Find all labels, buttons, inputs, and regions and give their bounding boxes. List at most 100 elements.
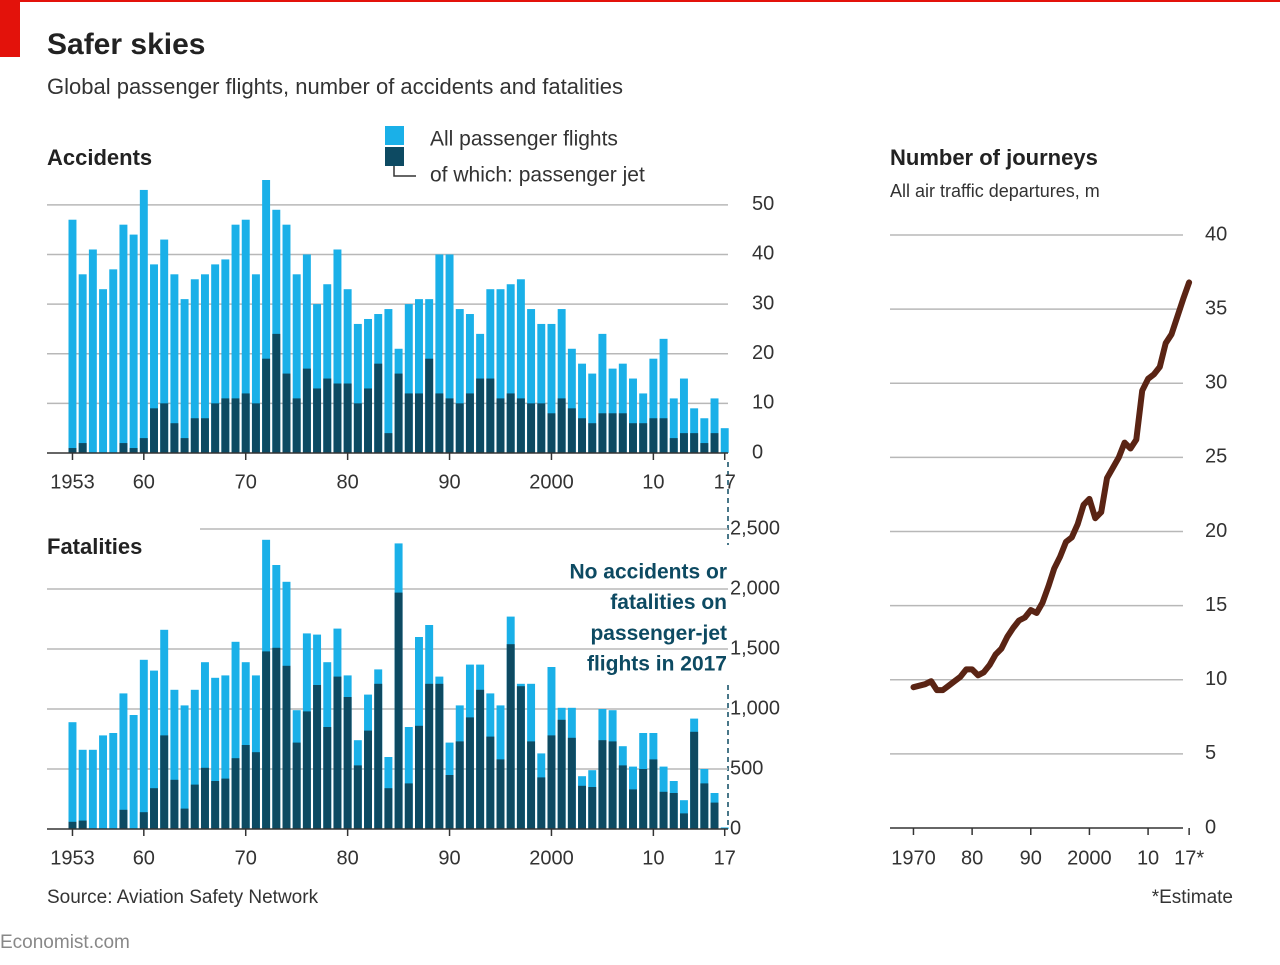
red-tab: [0, 0, 20, 57]
bar: [527, 403, 536, 453]
bar: [374, 363, 383, 453]
bar: [649, 759, 658, 829]
bar: [200, 274, 209, 453]
bar: [629, 378, 637, 453]
bar: [68, 821, 77, 829]
x-tick-label: 70: [235, 471, 257, 493]
bar: [679, 813, 688, 829]
bar: [272, 209, 281, 453]
bar: [200, 662, 209, 829]
bar: [78, 443, 87, 453]
bar: [241, 219, 250, 453]
bar: [190, 418, 199, 453]
bar: [262, 651, 271, 829]
y-tick-label: 0: [730, 817, 741, 839]
bar: [679, 378, 688, 453]
bar: [415, 299, 423, 453]
bar: [160, 735, 169, 829]
bar: [557, 309, 566, 453]
bar: [302, 368, 311, 453]
bar: [527, 309, 536, 453]
bar: [251, 752, 260, 829]
bar: [68, 219, 77, 453]
bar: [333, 249, 342, 453]
bar: [435, 683, 444, 829]
chart-title: Fatalities: [47, 534, 142, 559]
bar: [241, 393, 250, 453]
x-tick-label: 2000: [529, 471, 574, 493]
bar: [394, 373, 403, 453]
bar: [404, 304, 413, 453]
x-tick-label: 90: [438, 847, 460, 869]
bar: [690, 408, 699, 453]
bar: [445, 775, 454, 829]
bar: [323, 727, 332, 829]
bar: [516, 279, 525, 453]
bar: [180, 438, 189, 453]
bar: [567, 737, 576, 829]
bar: [659, 338, 668, 453]
bar: [190, 279, 199, 453]
bar: [394, 592, 403, 829]
x-tick-label: 17: [714, 847, 736, 869]
bar: [578, 785, 587, 829]
chart-subtitle: All air traffic departures, m: [890, 181, 1100, 201]
y-tick-label: 0: [1205, 816, 1216, 838]
x-tick-label: 90: [438, 471, 460, 493]
y-tick-label: 40: [752, 243, 774, 265]
x-tick-label: 1953: [50, 847, 95, 869]
bar: [598, 413, 607, 453]
bar: [435, 393, 444, 453]
bar: [496, 289, 505, 453]
bar: [404, 393, 413, 453]
bar: [649, 358, 658, 453]
bar: [465, 314, 474, 453]
bar: [221, 675, 230, 829]
bar: [262, 180, 271, 453]
legend-label: All passenger flights: [430, 128, 618, 151]
bar: [679, 433, 688, 453]
bar: [221, 398, 230, 453]
bar: [465, 393, 474, 453]
bar: [282, 373, 291, 453]
line: [910, 279, 1193, 694]
bar: [211, 781, 220, 829]
bar: [343, 697, 352, 829]
bar: [618, 413, 627, 453]
legend-swatch: [385, 126, 404, 145]
bar: [476, 689, 485, 829]
bar: [496, 759, 505, 829]
bar: [465, 717, 474, 829]
legend-connector: [393, 166, 416, 177]
bar: [537, 323, 546, 453]
x-tick-label: 60: [133, 847, 155, 869]
bar: [557, 398, 566, 453]
bar: [537, 777, 546, 829]
bar: [150, 670, 158, 829]
bar: [567, 348, 576, 453]
y-tick-label: 1,000: [730, 697, 780, 719]
bar: [404, 727, 413, 829]
y-tick-label: 2,000: [730, 577, 780, 599]
bar: [659, 418, 668, 453]
bar: [578, 418, 587, 453]
bar: [221, 778, 230, 829]
bar: [598, 333, 607, 453]
bar: [588, 787, 597, 829]
y-tick-label: 30: [752, 292, 774, 314]
bar: [129, 715, 138, 829]
x-tick-label: 10: [1137, 847, 1159, 869]
bar: [139, 438, 148, 453]
x-tick-label: 2000: [1067, 847, 1112, 869]
x-tick-label: 10: [642, 471, 664, 493]
bar: [700, 783, 709, 829]
annotation: fatalities on: [610, 591, 727, 614]
bar: [527, 741, 536, 829]
bar: [292, 742, 301, 829]
bar: [629, 789, 637, 829]
x-tick-label: 80: [961, 847, 983, 869]
bar: [323, 378, 332, 453]
x-tick-label: 90: [1020, 847, 1042, 869]
bar: [537, 403, 546, 453]
bar: [200, 418, 209, 453]
